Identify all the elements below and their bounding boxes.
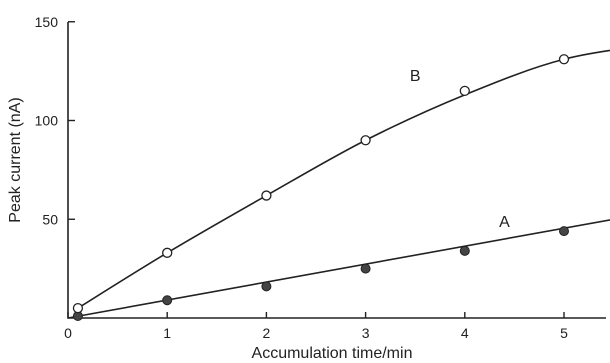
series-a-point [459, 245, 470, 256]
series-points [72, 54, 570, 322]
series-b-point [162, 247, 173, 258]
series-b-point [459, 85, 470, 97]
y-axis-ticks: 50 100 150 [35, 14, 75, 227]
x-tick-label: 3 [362, 325, 370, 341]
x-tick-label: 0 [64, 325, 72, 341]
x-axis-ticks: 0123456 [64, 312, 568, 341]
x-tick-label: 1 [163, 325, 171, 341]
series-labels: AB [410, 68, 510, 231]
series-b-curve [77, 49, 610, 309]
y-axis-label: Peak current (nA) [7, 97, 24, 222]
series-curves [67, 49, 610, 319]
y-tick-label: 150 [35, 14, 59, 30]
series-b-point [360, 135, 371, 146]
series-b-point [558, 54, 570, 65]
series-b-label: B [410, 68, 421, 85]
axis-frame [67, 22, 606, 319]
series-b-point [72, 302, 84, 314]
y-tick-label: 100 [35, 113, 59, 129]
series-a-label: A [499, 214, 510, 231]
x-tick-label: 2 [263, 325, 271, 341]
series-a-point [559, 226, 569, 237]
x-axis-label: Accumulation time/min [252, 345, 413, 362]
plot-area [67, 22, 606, 319]
series-a-point [261, 281, 272, 292]
series-a-curve [67, 219, 610, 319]
x-tick-label: 5 [560, 325, 568, 341]
x-tick-label: 4 [461, 325, 469, 341]
series-a-point [162, 295, 173, 306]
series-b-point [261, 190, 272, 201]
series-a-point [360, 263, 371, 274]
y-tick-label: 50 [42, 211, 58, 227]
